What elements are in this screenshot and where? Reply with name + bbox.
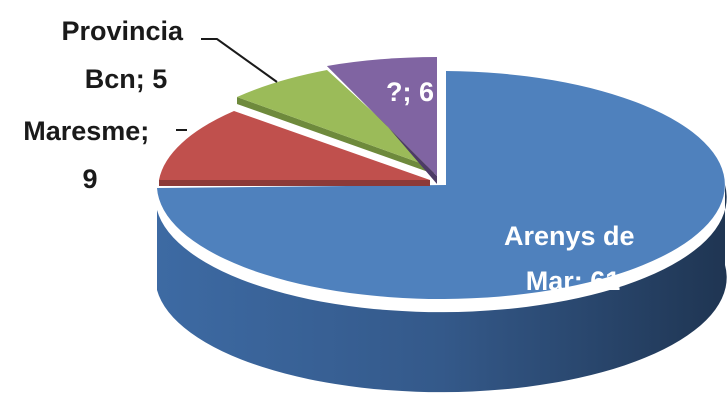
label-maresme-line1: Maresme;	[23, 116, 149, 146]
slice-provincia-bcn-top	[237, 70, 434, 168]
label-provincia-bcn: Provincia Bcn; 5	[61, 16, 190, 94]
slice-maresme-top	[159, 111, 430, 180]
label-provincia-line1: Provincia	[61, 16, 184, 46]
slice-maresme	[159, 111, 430, 186]
slice-provincia-bcn	[237, 70, 434, 174]
label-unknown: ?; 6	[386, 77, 434, 107]
label-unknown-line1: ?; 6	[386, 77, 434, 107]
slice-arenys-de-mar-side	[157, 185, 727, 393]
leader-line-provincia	[201, 38, 278, 83]
slice-arenys-de-mar-top	[157, 71, 725, 299]
label-maresme-line2: 9	[82, 164, 97, 194]
label-arenys-line2: Mar; 61	[526, 266, 621, 296]
slice-arenys-de-mar	[157, 71, 727, 393]
label-arenys-de-mar: Arenys de Mar; 61	[504, 221, 642, 296]
slice-provincia-bcn-side	[237, 97, 434, 174]
slice-maresme-side	[159, 180, 430, 186]
label-provincia-line2: Bcn; 5	[85, 64, 168, 94]
slice-unknown	[327, 57, 437, 184]
label-arenys-line1: Arenys de	[504, 221, 635, 251]
slice-unknown-top	[327, 57, 437, 176]
label-maresme: Maresme; 9	[23, 116, 157, 194]
